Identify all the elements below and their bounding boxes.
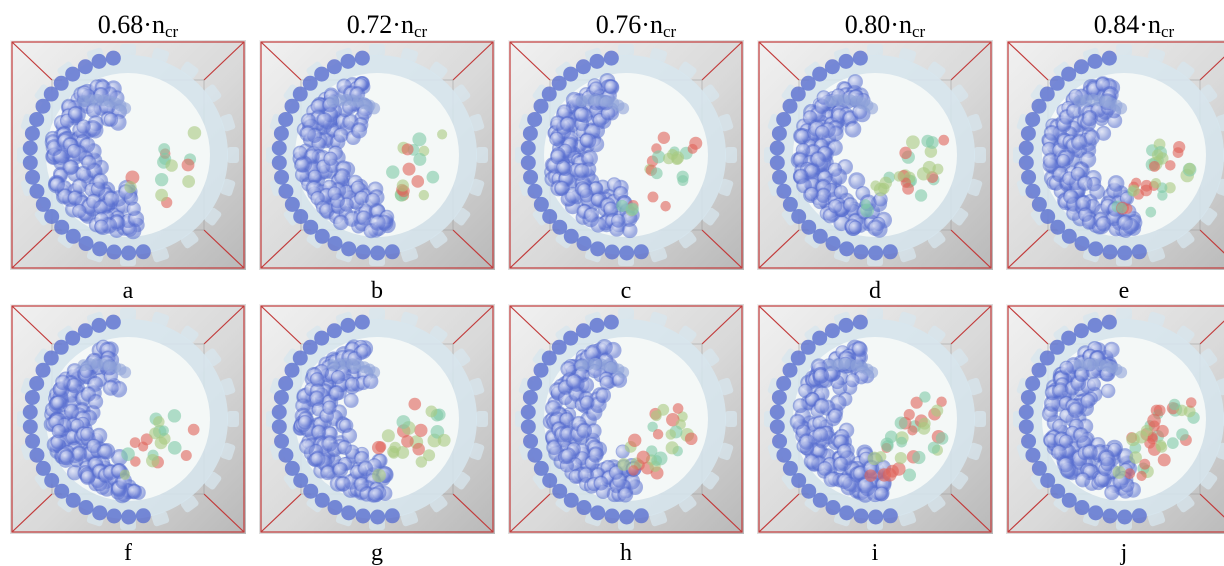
speed-symbol: n — [898, 10, 912, 39]
ball-charge — [1018, 50, 1197, 261]
panel-label: c — [620, 278, 632, 304]
lifter-teeth — [764, 308, 986, 530]
multiplication-sign: · — [1139, 10, 1148, 39]
panel-label: f — [124, 540, 132, 566]
simulation-panel — [757, 304, 993, 534]
ball-charge — [769, 50, 950, 261]
column-title: 0.76·ncr — [546, 10, 726, 47]
mill-drum-svg — [260, 305, 494, 533]
simulation-panel — [259, 40, 495, 270]
speed-subscript: cr — [164, 22, 179, 41]
speed-value: 0.84 — [1093, 10, 1140, 39]
column-title: 0.84·ncr — [1044, 10, 1224, 47]
ball-charge — [271, 314, 451, 525]
simulation-panel — [10, 40, 246, 270]
ball-charge — [520, 314, 698, 525]
speed-subscript: cr — [413, 22, 428, 41]
mill-drum-svg — [509, 41, 743, 269]
mill-drum-svg — [758, 305, 992, 533]
mill-drum-svg — [1007, 305, 1224, 533]
multiplication-sign: · — [392, 10, 401, 39]
panel-label: a — [122, 278, 134, 304]
ball-charge — [1018, 314, 1200, 525]
panel-label: j — [1120, 540, 1128, 566]
ball-charge — [520, 50, 703, 261]
speed-value: 0.72 — [346, 10, 393, 39]
simulation-panel — [10, 304, 246, 534]
multiplication-sign: · — [890, 10, 899, 39]
mill-drum-svg — [509, 305, 743, 533]
column-title: 0.80·ncr — [795, 10, 975, 47]
speed-value: 0.76 — [595, 10, 642, 39]
simulation-panel — [259, 304, 495, 534]
lifter-teeth — [266, 44, 488, 266]
mill-drum-svg — [11, 41, 245, 269]
panel-label: g — [371, 540, 383, 566]
mill-drum-svg — [758, 41, 992, 269]
ball-charge — [769, 314, 949, 525]
speed-subscript: cr — [1160, 22, 1175, 41]
mill-drum-svg — [11, 305, 245, 533]
simulation-panel — [508, 304, 744, 534]
simulation-panel — [1006, 304, 1224, 534]
panel-label: b — [371, 278, 383, 304]
panel-label: e — [1118, 278, 1130, 304]
frame-edges — [509, 41, 743, 269]
ball-charge — [22, 50, 202, 261]
panel-label: h — [620, 540, 632, 566]
speed-value: 0.68 — [97, 10, 144, 39]
simulation-panel — [1006, 40, 1224, 270]
ball-charge — [271, 50, 448, 261]
mill-drum-svg — [1007, 41, 1224, 269]
panel-label: d — [869, 278, 881, 304]
simulation-panel — [508, 40, 744, 270]
column-title: 0.72·ncr — [297, 10, 477, 47]
ball-charge — [22, 314, 200, 525]
speed-subscript: cr — [911, 22, 926, 41]
speed-symbol: n — [400, 10, 414, 39]
speed-symbol: n — [649, 10, 663, 39]
column-title: 0.68·ncr — [48, 10, 228, 47]
speed-subscript: cr — [662, 22, 677, 41]
speed-value: 0.80 — [844, 10, 891, 39]
speed-symbol: n — [151, 10, 165, 39]
simulation-panel — [757, 40, 993, 270]
multiplication-sign: · — [143, 10, 152, 39]
mill-drum-svg — [260, 41, 494, 269]
multiplication-sign: · — [641, 10, 650, 39]
speed-symbol: n — [1147, 10, 1161, 39]
panel-label: i — [871, 540, 879, 566]
